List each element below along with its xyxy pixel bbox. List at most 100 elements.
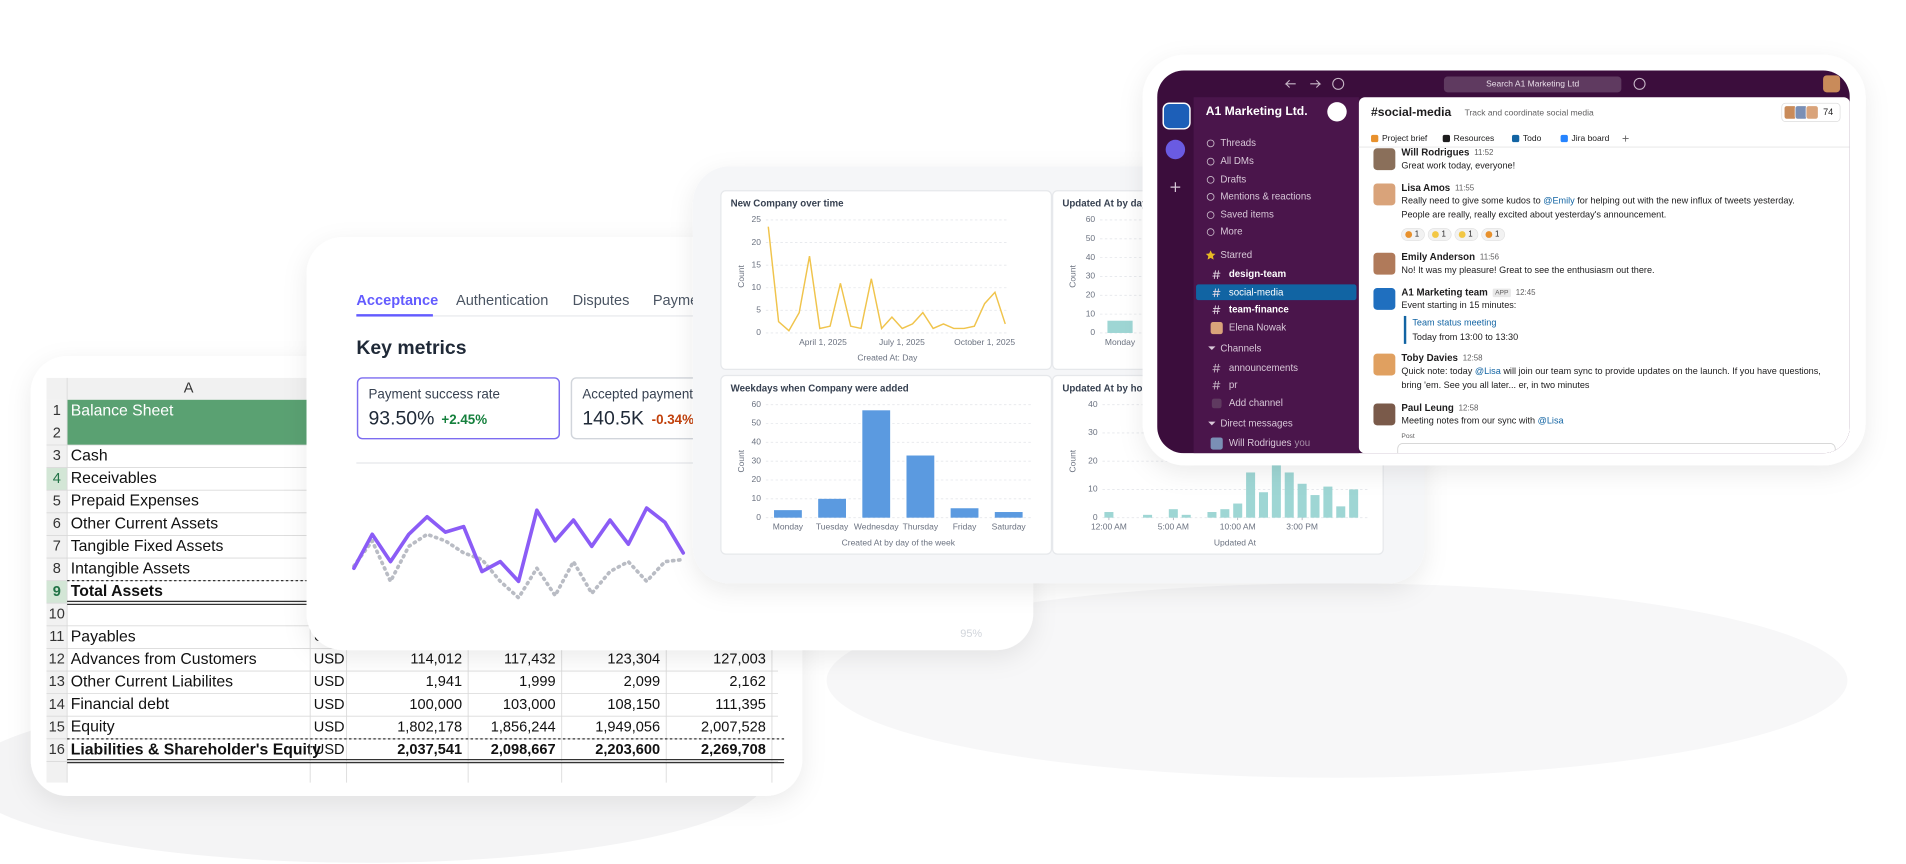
bar [1297,483,1307,518]
slack-app: Search A1 Marketing Ltd A1 Marketing Ltd.… [1157,70,1850,454]
x-tick-label: October 1, 2025 [954,337,1015,347]
sidebar-item: Add channel [1229,398,1283,409]
text-run: Event starting in 15 minutes: [1401,301,1516,311]
row-number: 16 [49,742,65,758]
channel-hash [1212,380,1221,390]
x-axis-label: Created At by day of the week [842,537,956,547]
message-avatar [1373,288,1396,310]
message-avatar [1373,252,1396,275]
x-tick-label: Monday [1105,337,1136,347]
tab-add [1622,135,1629,142]
cell: 1,856,244 [491,719,556,735]
channel-topic: Track and coordinate social media [1465,107,1594,117]
channel-tab: Project brief [1382,133,1428,143]
message-text: Really need to give some kudos to @Emily… [1401,196,1794,206]
y-tick-label: 60 [752,399,762,409]
sidebar-icon [1206,157,1215,166]
y-tick-label: 25 [752,214,762,224]
sidebar-item: Saved items [1220,210,1274,221]
message-avatar [1373,403,1396,426]
y-tick-label: 40 [1088,399,1098,409]
compose-button [1327,102,1347,122]
sidebar-icon [1206,176,1215,184]
composer [1397,443,1836,454]
bar [1323,486,1333,518]
message-author: Will Rodrigues [1401,148,1469,159]
quote-title: Team status meeting [1412,318,1496,328]
row-label: Liabilities & Shareholder's Equity [71,741,321,758]
message-text: bring 'em. See you all later... er, in t… [1401,380,1590,390]
reaction-count: 1 [1495,230,1499,239]
bar [1310,495,1320,518]
channel-hash [1212,305,1221,315]
bar [950,508,979,518]
sidebar-item: pr [1229,380,1238,391]
dm-avatar [1210,437,1223,450]
y-tick-label: 15 [752,259,762,269]
nav-arrows [1284,79,1322,88]
row-label: Other Current Liabilites [71,674,233,691]
sidebar-item: Starred [1220,250,1252,261]
add-icon [1211,398,1222,409]
row-number: 6 [53,516,61,532]
currency: USD [314,742,345,758]
y-tick-label: 30 [752,455,762,465]
y-tick-label: 30 [1086,271,1096,281]
tab: Authentication [456,293,548,309]
row-number: 4 [53,471,61,487]
y-tick-label: 20 [1086,290,1096,300]
y-axis-label: Count [736,264,746,287]
row-header-highlight [46,580,68,604]
y-tick-label: 0 [756,327,761,337]
bar [774,510,802,518]
x-tick-label: Saturday [992,522,1027,532]
quote-detail: Today from 13:00 to 13:30 [1412,332,1518,342]
row-number: 15 [49,719,65,735]
member-count: 74 [1823,107,1833,117]
row-number: 5 [53,493,61,509]
x-tick-label: Wednesday [854,522,899,532]
cell: 2,203,600 [595,742,660,758]
message-avatar [1373,353,1396,376]
backdrop-blob [826,583,1848,778]
message-text: Quick note: today @Lisa will join our te… [1401,366,1820,376]
text-run: Quick note: today [1401,366,1474,376]
payment-line [352,506,686,584]
reaction-emoji [1458,231,1466,238]
cell: 2,037,541 [397,742,462,758]
bar [1233,503,1243,518]
message-time: 12:58 [1463,354,1483,363]
text-run: No! It was my pleasure! Great to see the… [1401,265,1654,275]
bar [994,512,1023,518]
mention: @Emily [1543,196,1575,206]
y-tick-label: 20 [1088,455,1098,465]
row-label: Equity [71,719,115,736]
currency: USD [314,652,345,668]
slack-card: Search A1 Marketing Ltd A1 Marketing Ltd.… [1142,54,1866,466]
cell: 114,012 [410,652,462,668]
sidebar-item: Channels [1220,343,1261,354]
cell: 2,269,708 [701,742,766,758]
row-number: 13 [49,674,65,690]
member-avatar [1794,105,1808,120]
cell: 2,007,528 [701,719,766,735]
sidebar-item: Threads [1220,138,1256,149]
y-tick-label: 50 [1086,233,1096,243]
y-tick-label: 30 [1088,427,1098,437]
reaction-emoji [1405,231,1413,238]
member-avatar [1783,105,1797,120]
x-tick-label: 10:00 AM [1220,522,1256,532]
sidebar-icon [1206,139,1215,148]
message-time: 12:45 [1516,288,1536,297]
cell: 117,432 [504,652,556,668]
y-tick-label: 5 [756,305,761,315]
bar [1207,512,1217,518]
star-icon [1205,250,1216,260]
channel-tab: Resources [1454,133,1495,143]
bar [1349,489,1359,518]
channel-hash [1212,288,1221,298]
row-number: 8 [53,561,61,577]
bar [1258,492,1268,518]
channel-hash [1212,363,1221,373]
sidebar [1193,97,1359,454]
